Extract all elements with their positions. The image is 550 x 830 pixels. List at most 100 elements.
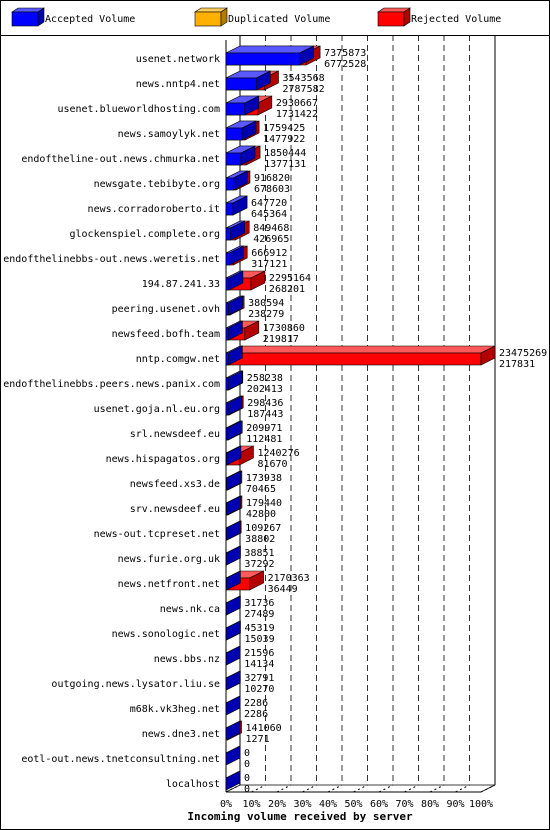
category-label: news.nk.ca xyxy=(160,604,220,615)
accepted-label: 426965 xyxy=(253,234,289,245)
accepted-label: 219817 xyxy=(263,334,299,345)
bar-front xyxy=(225,52,300,66)
accepted-label: 0 xyxy=(244,759,250,770)
total-label: 647720 xyxy=(251,198,287,209)
accepted-bar xyxy=(225,470,242,491)
category-label: glockenspiel.complete.org xyxy=(69,229,220,240)
total-label: 0 xyxy=(244,773,250,784)
bar-front xyxy=(225,77,257,91)
legend-swatch-side xyxy=(403,7,411,27)
legend-item: Rejected Volume xyxy=(377,7,501,27)
bar-side xyxy=(226,520,241,541)
accepted-label: 678603 xyxy=(254,184,290,195)
accepted-label: 36449 xyxy=(268,584,298,595)
accepted-bar xyxy=(225,195,248,216)
accepted-bar xyxy=(225,245,244,266)
x-tick-label: 100% xyxy=(469,799,493,810)
x-tick-label: 70% xyxy=(395,799,413,810)
category-label: peering.usenet.ovh xyxy=(112,304,220,315)
total-label: 21596 xyxy=(244,648,274,659)
accepted-bar xyxy=(225,645,241,666)
accepted-label: 14134 xyxy=(244,659,274,670)
accepted-bar xyxy=(225,495,241,516)
total-label: 2930667 xyxy=(276,98,318,109)
accepted-label: 645364 xyxy=(251,209,287,220)
category-label: newsfeed.xs3.de xyxy=(130,479,220,490)
category-label: nntp.comgw.net xyxy=(136,354,220,365)
total-label: 23475269 xyxy=(499,348,547,359)
bar-side xyxy=(244,320,260,341)
category-label: srv.newsdeef.eu xyxy=(130,504,220,515)
x-tick-label: 40% xyxy=(319,799,337,810)
accepted-label: 15039 xyxy=(244,634,274,645)
bar-front xyxy=(225,202,234,216)
accepted-label: 1377131 xyxy=(264,159,306,170)
bar-front xyxy=(225,377,229,391)
accepted-label: 27489 xyxy=(244,609,274,620)
bar-side xyxy=(240,145,256,166)
bar-front xyxy=(225,102,246,116)
category-label: localhost xyxy=(166,779,220,790)
total-label: 32791 xyxy=(244,673,274,684)
legend-swatch xyxy=(194,11,222,27)
bar-side xyxy=(225,720,241,741)
accepted-label: 317121 xyxy=(251,259,287,270)
total-label: 0 xyxy=(244,748,250,759)
total-label: 3543568 xyxy=(282,73,324,84)
bar-side xyxy=(225,620,241,641)
accepted-bar xyxy=(225,745,241,766)
bar-side xyxy=(225,745,241,766)
total-label: 141060 xyxy=(246,723,282,734)
accepted-bar xyxy=(225,770,241,791)
category-label: newsgate.tebibyte.org xyxy=(94,179,220,190)
legend-swatch-side xyxy=(37,7,45,27)
bar-side xyxy=(225,770,241,791)
bar-side xyxy=(225,670,241,691)
bar-side xyxy=(225,695,241,716)
accepted-label: 1271 xyxy=(246,734,270,745)
category-label: news.furie.org.uk xyxy=(118,554,220,565)
bar-side xyxy=(228,320,243,341)
accepted-bar xyxy=(225,420,242,441)
total-label: 173938 xyxy=(246,473,282,484)
total-label: 1240276 xyxy=(257,448,299,459)
category-label: news.nntp4.net xyxy=(136,79,220,90)
accepted-bar xyxy=(225,545,241,566)
accepted-bar xyxy=(225,70,271,91)
accepted-label: 42800 xyxy=(246,509,276,520)
accepted-bar xyxy=(225,170,248,191)
category-label: endofthelinebbs.peers.news.panix.com xyxy=(3,379,220,390)
total-label: 2295164 xyxy=(269,273,311,284)
legend-item: Accepted Volume xyxy=(11,7,135,27)
total-label: 209971 xyxy=(246,423,282,434)
accepted-label: 38802 xyxy=(245,534,275,545)
bar-side xyxy=(249,570,264,591)
bar-side xyxy=(299,45,314,66)
bar-side xyxy=(226,470,242,491)
total-label: 666912 xyxy=(251,248,287,259)
accepted-label: 70465 xyxy=(246,484,276,495)
total-label: 179440 xyxy=(246,498,282,509)
total-label: 1759425 xyxy=(263,123,305,134)
category-label: endofthelinebbs-out.news.weretis.net xyxy=(3,254,220,265)
x-axis-title: Incoming volume received by server xyxy=(187,810,413,823)
x-tick-label: 50% xyxy=(344,799,362,810)
accepted-label: 238279 xyxy=(248,309,284,320)
accepted-bar xyxy=(225,145,256,166)
bar-top xyxy=(225,45,314,54)
category-label: usenet.goja.nl.eu.org xyxy=(94,404,220,415)
accepted-bar xyxy=(225,120,257,141)
accepted-bar xyxy=(225,45,314,66)
legend-label: Accepted Volume xyxy=(45,14,135,25)
category-label: usenet.network xyxy=(136,54,220,65)
bar-side xyxy=(232,195,248,216)
bar-side xyxy=(228,270,244,291)
bar-front xyxy=(225,127,243,141)
total-label: 380594 xyxy=(248,298,284,309)
bar-front xyxy=(225,227,231,241)
total-label: 916820 xyxy=(254,173,290,184)
accepted-bar xyxy=(225,295,243,316)
bar-side xyxy=(226,545,241,566)
bar-side xyxy=(225,595,241,616)
